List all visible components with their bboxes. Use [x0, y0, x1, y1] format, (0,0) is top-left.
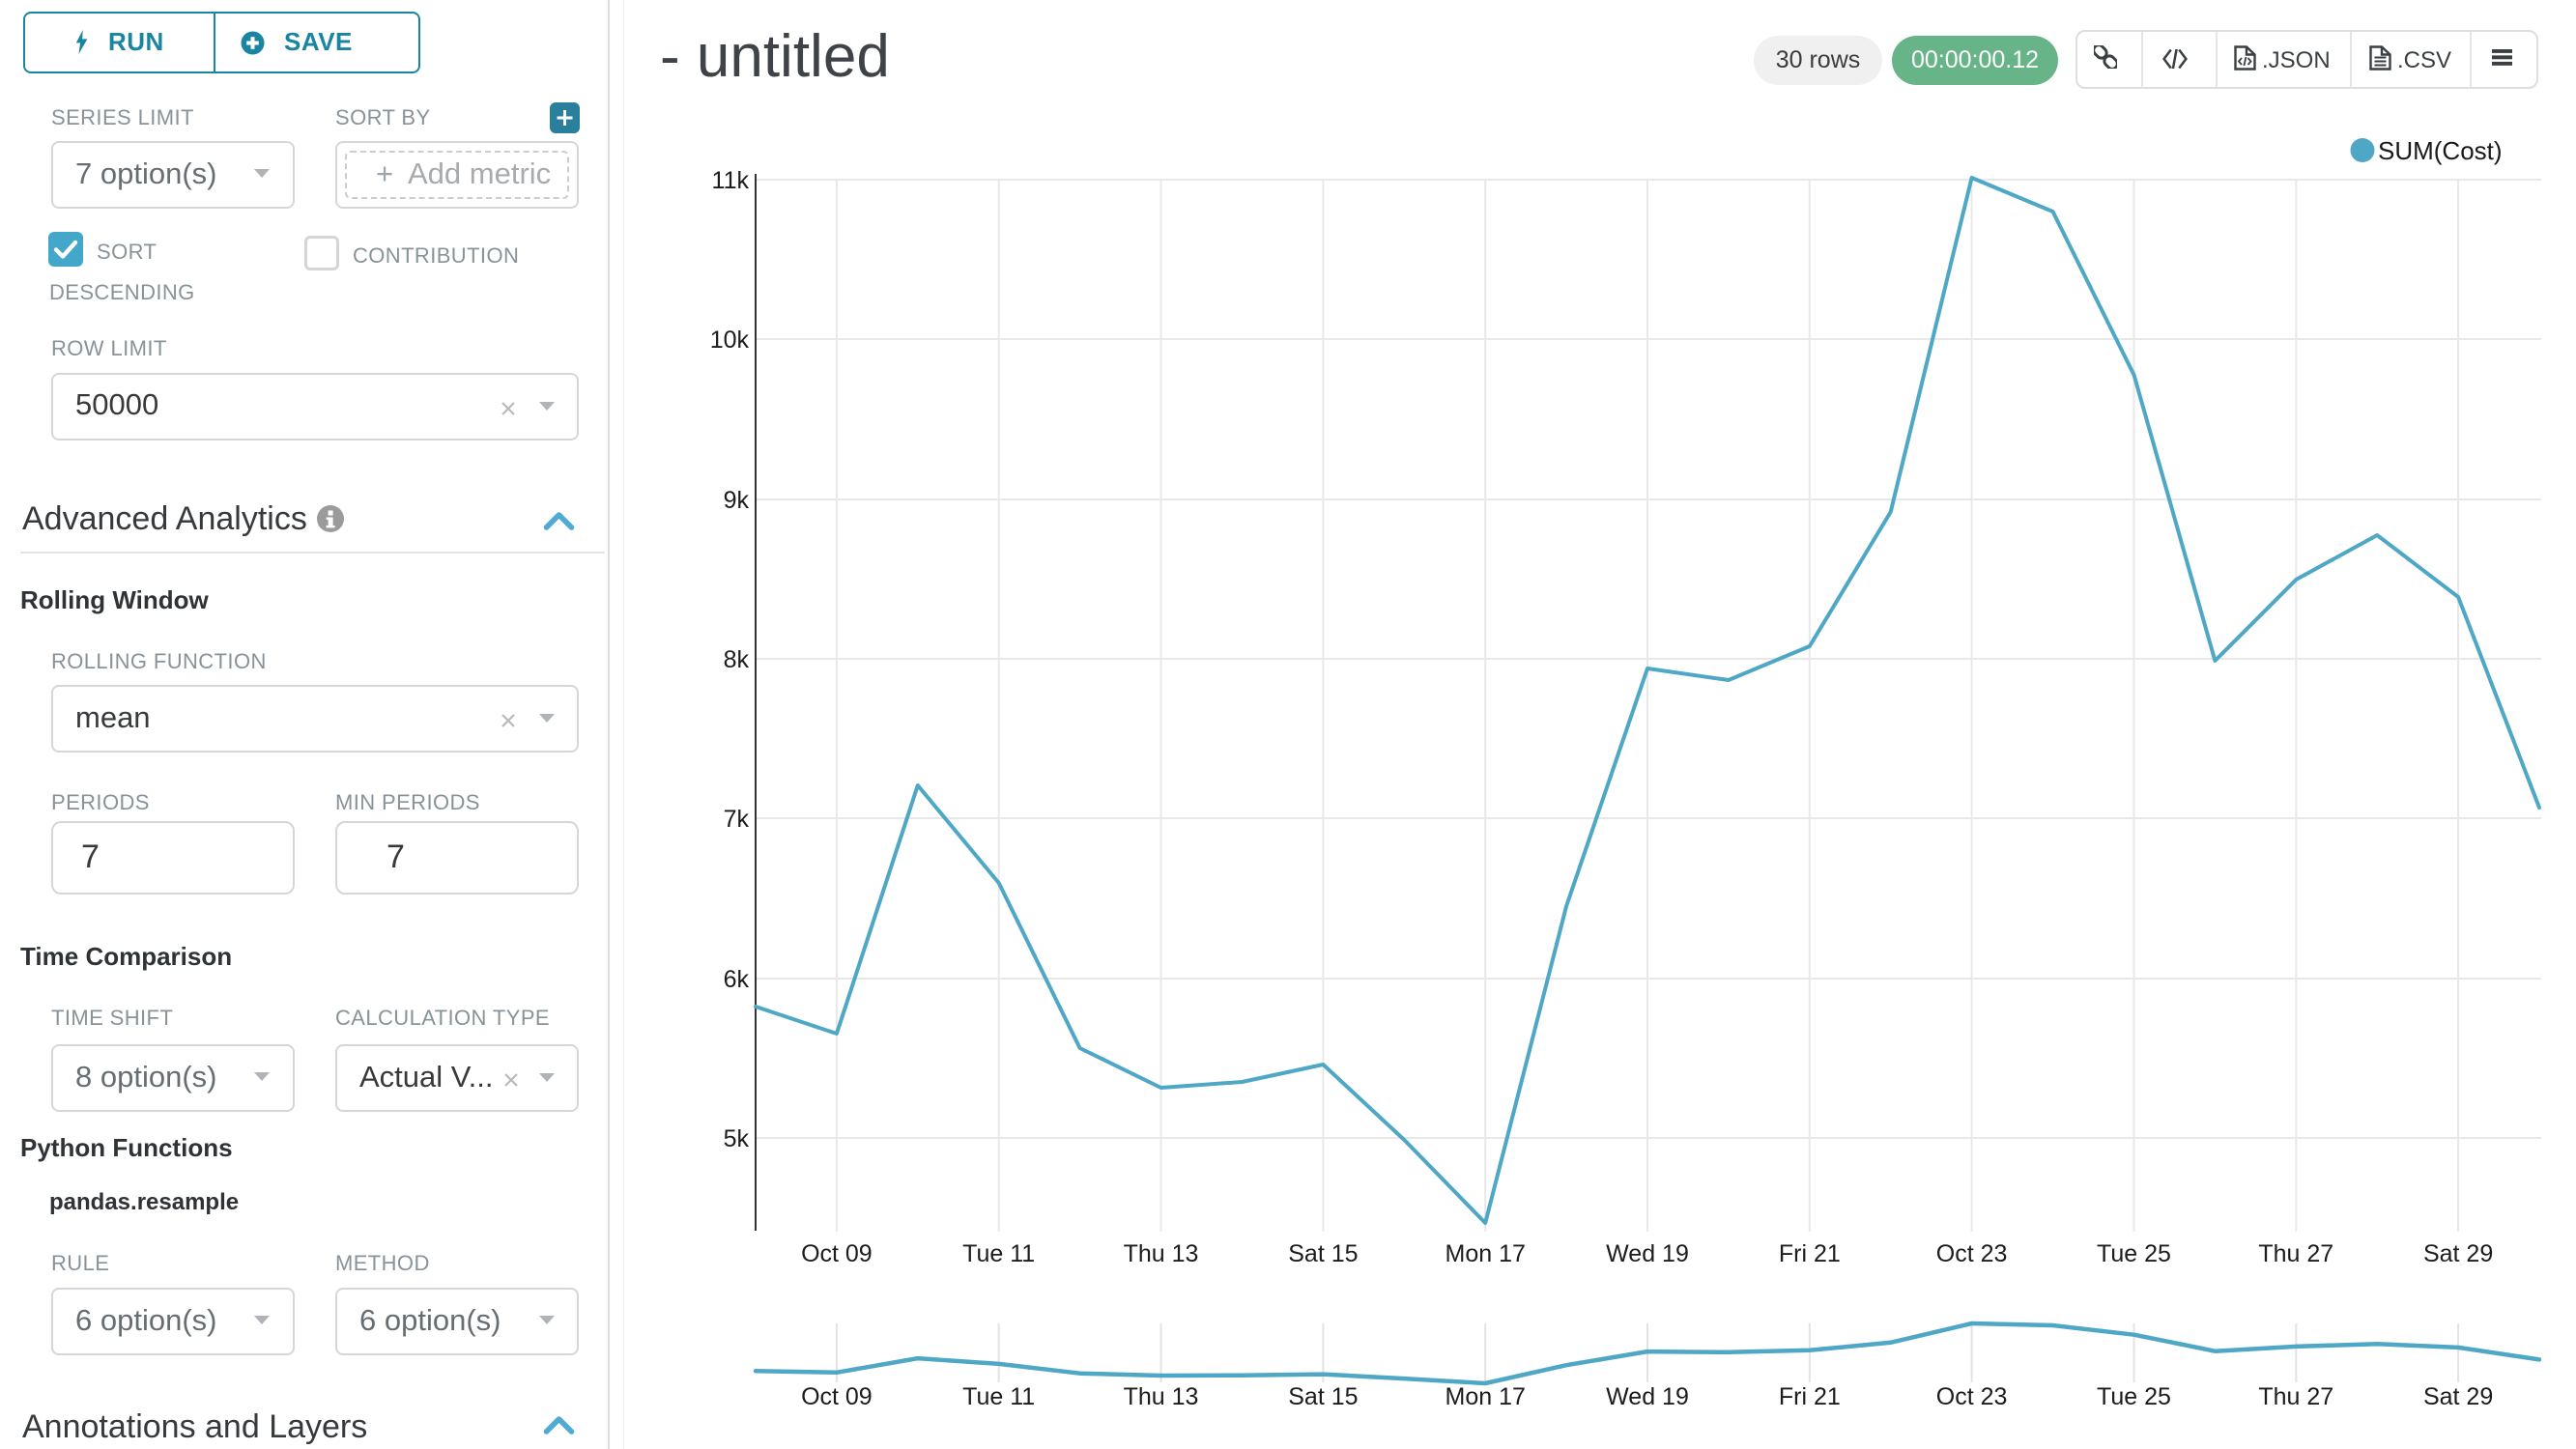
svg-text:Sat 15: Sat 15 [1288, 1383, 1358, 1410]
svg-text:Mon 17: Mon 17 [1445, 1240, 1526, 1267]
svg-text:Tue 25: Tue 25 [2097, 1383, 2171, 1410]
svg-text:Oct 09: Oct 09 [801, 1240, 873, 1267]
svg-text:8k: 8k [724, 646, 750, 673]
svg-text:Sat 29: Sat 29 [2423, 1383, 2493, 1410]
svg-text:Mon 17: Mon 17 [1445, 1383, 1526, 1410]
svg-text:Oct 23: Oct 23 [1936, 1240, 2008, 1267]
svg-text:6k: 6k [724, 966, 750, 993]
svg-text:Tue 11: Tue 11 [962, 1383, 1035, 1410]
svg-text:Fri 21: Fri 21 [1779, 1383, 1841, 1410]
svg-text:Oct 09: Oct 09 [801, 1383, 873, 1410]
svg-text:Oct 23: Oct 23 [1936, 1383, 2008, 1410]
svg-text:Thu 27: Thu 27 [2258, 1383, 2333, 1410]
svg-text:Thu 13: Thu 13 [1124, 1383, 1199, 1410]
svg-text:Wed 19: Wed 19 [1606, 1383, 1689, 1410]
svg-text:SUM(Cost): SUM(Cost) [2378, 136, 2503, 165]
svg-text:Tue 25: Tue 25 [2097, 1240, 2171, 1267]
svg-text:10k: 10k [710, 327, 750, 354]
svg-text:Sat 15: Sat 15 [1288, 1240, 1358, 1267]
svg-text:Wed 19: Wed 19 [1606, 1240, 1689, 1267]
svg-text:Thu 27: Thu 27 [2258, 1240, 2333, 1267]
svg-text:11k: 11k [712, 167, 750, 194]
svg-text:Fri 21: Fri 21 [1779, 1240, 1841, 1267]
svg-text:5k: 5k [724, 1125, 750, 1152]
svg-text:9k: 9k [724, 487, 750, 514]
svg-text:Thu 13: Thu 13 [1124, 1240, 1199, 1267]
svg-text:Sat 29: Sat 29 [2423, 1240, 2493, 1267]
svg-text:7k: 7k [724, 806, 750, 833]
svg-text:Tue 11: Tue 11 [962, 1240, 1035, 1267]
